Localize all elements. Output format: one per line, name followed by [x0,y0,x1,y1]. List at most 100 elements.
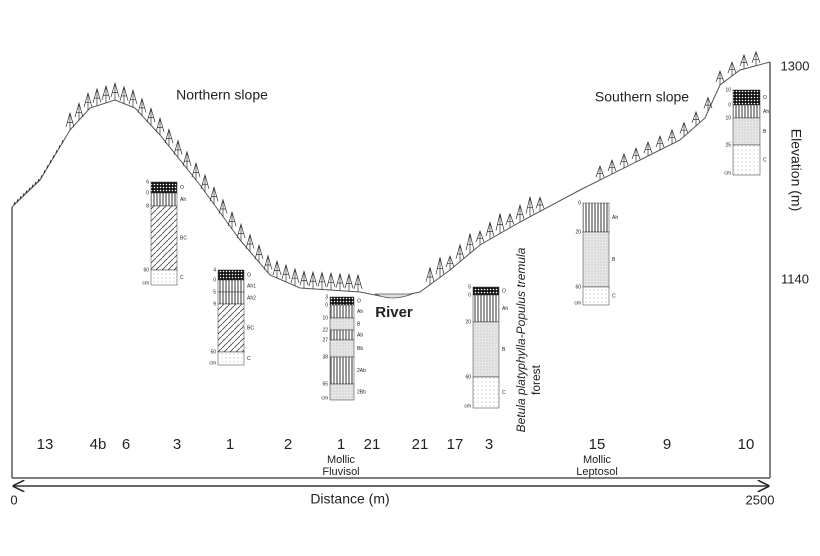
soil-type: Fluvisol [322,466,359,478]
depth-label: 20 [465,319,471,325]
horizon-label: C [247,356,251,362]
tree [667,128,677,144]
horizon-label: B [763,129,767,135]
depth-unit: cm [321,395,328,401]
horizon-label: Ah2 [247,295,256,301]
grass [52,155,55,159]
tree [101,84,111,103]
horizon-layer [472,321,500,378]
tree [65,111,75,130]
horizon-label: Ah1 [247,283,256,289]
depth-label: 50 [210,349,216,355]
tree [535,196,545,212]
horizon-layer [329,329,355,341]
tree [218,198,228,217]
horizon-label: Ah [502,306,508,312]
depth-unit: cm [574,300,581,306]
tree [445,254,455,270]
grass [58,145,61,149]
horizon-layer [582,202,610,233]
depth-label: 8 [146,203,149,209]
tree [679,121,689,137]
tree [715,69,725,85]
grass [55,150,58,154]
tree [595,164,605,180]
tree [209,185,219,205]
soil-type: Mollic [583,454,612,466]
plot-number: 10 [738,436,755,453]
horizon-label: 2Bb [357,389,366,395]
tree [505,212,515,228]
tree [200,173,210,192]
x-tick-label: 2500 [746,492,775,507]
depth-label: 10 [725,115,731,121]
grass [28,187,31,191]
horizon-label: BC [180,235,187,241]
tree [236,222,246,242]
depth-label: 0 [578,200,581,206]
y-axis-label: Elevation (m) [788,129,804,211]
horizon-layer [217,291,245,305]
depth-label: 5 [213,289,216,295]
depth-label: 25 [725,142,731,148]
tree [173,139,183,158]
soil-profile: O Ah B C 10 0 10 25 cm [724,87,769,176]
tree [245,233,255,252]
depth-label: 22 [322,327,328,333]
horizon-label: B [357,321,361,327]
horizon-layer [582,231,610,288]
tree [485,220,495,240]
horizon-layer [329,317,355,331]
tree [455,243,465,262]
horizon-label: O [247,272,251,278]
tree [317,271,327,290]
horizon-label: 2Ab [357,368,366,374]
horizon-layer [150,269,178,286]
forest-label: forest [529,364,543,395]
horizon-label: C [612,293,616,299]
tree [465,233,475,254]
soil-profile: O Ah B Ab Bb 2Ab 2Bb 3 0 10 22 27 38 65 cm [321,294,366,401]
depth-label: 38 [322,354,328,360]
depth-label: 27 [322,337,328,343]
plot-number: 17 [447,436,464,453]
horizon-layer [582,286,610,306]
tree [335,272,345,291]
y-tick-label: 1140 [781,271,809,286]
horizon-layer [472,294,500,323]
depth-unit: cm [142,280,149,286]
horizon-label: C [763,157,767,163]
tree [344,272,354,292]
horizon-layer [217,351,245,366]
tree [525,196,535,217]
grass [40,175,43,179]
horizon-layer [329,296,355,306]
depth-unit: cm [724,170,731,176]
tree [619,152,629,168]
plot-number: 3 [485,436,493,453]
grass [46,165,49,169]
tree [727,60,737,76]
horizon-layer [329,356,355,385]
x-axis-label: Distance (m) [310,491,389,507]
tree [227,210,237,229]
plot-number: 21 [364,436,381,453]
horizon-label: Ah [612,215,618,221]
plot-number: 1 [337,436,345,453]
tree [146,107,156,126]
horizon-layer [732,89,761,106]
tree [643,140,653,156]
tree [308,270,318,289]
river-label: River [375,304,413,321]
grass [61,140,64,144]
horizon-layer [472,376,500,409]
tree [495,213,505,234]
vegetation [13,50,761,292]
tree [83,91,93,111]
grass [43,170,46,174]
horizon-layer [329,304,355,319]
horizon-label: Ah [357,309,363,315]
depth-label: 60 [143,267,149,273]
tree [272,259,282,279]
tree [353,273,363,292]
